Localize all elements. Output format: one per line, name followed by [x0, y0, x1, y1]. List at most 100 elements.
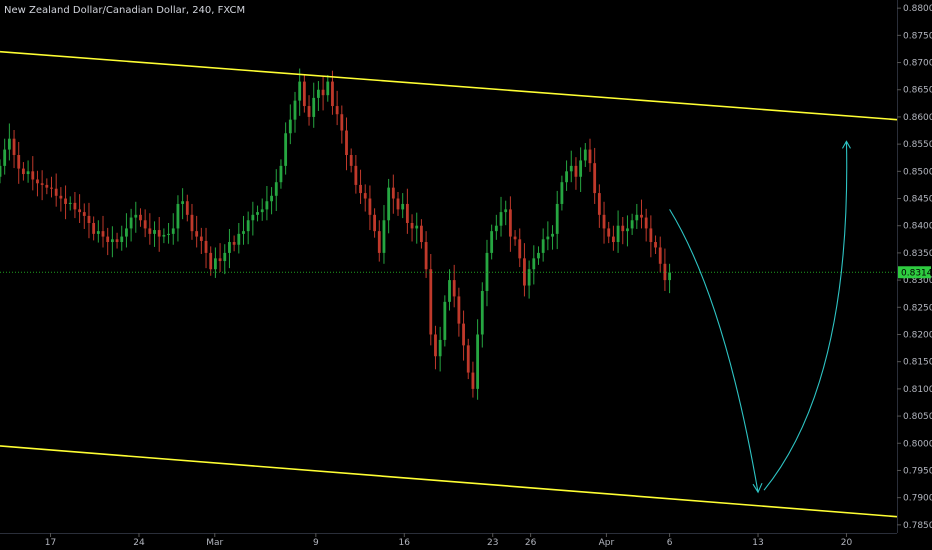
candle-bull [438, 339, 442, 357]
candles-layer [0, 68, 671, 400]
candle-bull [181, 201, 185, 204]
candle-bull [298, 81, 302, 101]
candle-bear [64, 198, 67, 204]
candle-bear [45, 184, 49, 188]
candle-bull [7, 138, 11, 150]
candle-bear [87, 215, 91, 223]
candle-bear [185, 201, 189, 215]
candle-bear [420, 225, 423, 243]
candle-bear [307, 106, 311, 117]
candle-bear [73, 202, 77, 210]
candle-bear [471, 372, 475, 389]
candle-bear [377, 231, 381, 253]
candle-bull [537, 252, 540, 259]
candle-bear [54, 188, 58, 196]
x-tick-label: Apr [599, 538, 615, 548]
candle-bull [635, 214, 639, 221]
candle-bear [588, 149, 592, 164]
candle-bull [546, 236, 550, 240]
last-price-tag [898, 266, 931, 279]
candle-bear [340, 114, 344, 131]
candle-bear [368, 198, 372, 215]
candle-bear [424, 242, 428, 270]
candle-bull [616, 225, 620, 243]
x-tick-label: 16 [399, 538, 411, 548]
candle-bull [213, 258, 217, 270]
candle-bear [12, 138, 16, 156]
channel-lower-line[interactable] [0, 445, 898, 518]
candle-bear [82, 212, 86, 216]
candle-bear [143, 220, 147, 229]
candle-bear [40, 183, 44, 185]
candle-bear [621, 225, 625, 232]
candle-bear [359, 184, 362, 194]
candle-bull [532, 258, 536, 270]
x-tick-label: 17 [45, 538, 56, 548]
candle-bear [148, 228, 152, 234]
candle-bear [190, 214, 194, 232]
candle-bull [630, 220, 634, 229]
candle-bull [167, 233, 170, 235]
x-tick-label: Mar [206, 538, 223, 548]
candle-bull [251, 214, 255, 221]
candle-bull [579, 160, 583, 177]
candle-bear [663, 263, 667, 281]
candle-bear [607, 228, 611, 237]
candle-bull [448, 280, 451, 302]
candle-bull [401, 203, 405, 210]
candle-bear [354, 165, 358, 185]
candle-bear [363, 193, 367, 199]
candle-bull [565, 171, 568, 183]
candle-bull [237, 233, 241, 245]
candle-bull [162, 234, 166, 237]
candle-bull [246, 220, 250, 232]
candle-bull [242, 231, 245, 234]
candle-bear [644, 217, 648, 229]
x-tick-label: 9 [313, 538, 319, 548]
candle-bull [560, 182, 564, 204]
candle-bear [457, 296, 461, 324]
candle-bull [279, 165, 283, 183]
candle-bull [3, 149, 7, 166]
candle-bear [78, 209, 82, 213]
candle-bear [434, 334, 437, 357]
candle-bear [331, 81, 334, 107]
candle-bull [527, 269, 531, 286]
candle-bull [129, 217, 133, 229]
candle-bear [391, 187, 395, 199]
candle-bear [115, 239, 119, 243]
candle-bear [139, 214, 142, 221]
candle-bear [209, 252, 213, 270]
projection-up-path[interactable] [763, 141, 848, 491]
projection-down-path[interactable] [669, 209, 759, 493]
candle-bull [223, 252, 227, 262]
x-tick-label: 26 [525, 538, 537, 548]
candle-bull [26, 171, 30, 175]
candle-bull [171, 228, 175, 234]
candle-bull [293, 100, 297, 120]
candle-bear [321, 89, 325, 96]
candle-bull [443, 301, 447, 340]
candle-bull [626, 228, 629, 232]
candle-bear [335, 106, 339, 115]
candle-bull [317, 89, 320, 98]
candle-bull [260, 209, 264, 213]
candle-bull [284, 133, 288, 166]
candle-bull [0, 165, 2, 177]
candle-bear [199, 236, 203, 241]
candle-bull [490, 231, 494, 253]
channel-upper-line[interactable] [0, 50, 898, 121]
